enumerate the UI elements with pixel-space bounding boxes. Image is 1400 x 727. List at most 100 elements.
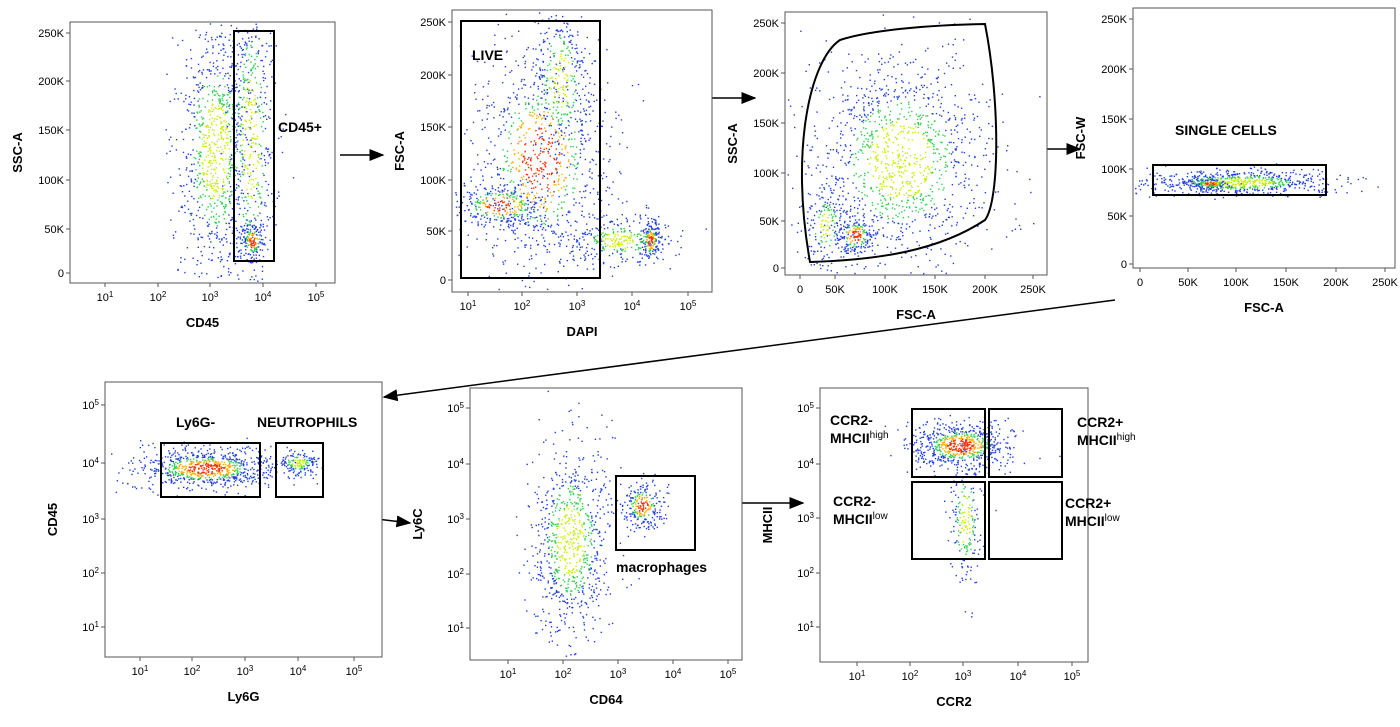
event [879,87,881,90]
event [269,108,271,111]
event [244,232,246,234]
event [198,172,200,175]
event [530,167,532,170]
event [257,156,260,158]
event [568,36,570,38]
event [814,203,817,205]
event [555,88,557,91]
event [570,233,572,236]
event [224,147,226,149]
event [524,157,526,159]
x-tick-label: 103 [202,290,219,305]
event [568,284,570,287]
event [645,250,647,252]
event [224,85,226,88]
event [909,164,911,167]
event [669,268,671,270]
event [516,214,518,216]
event [510,70,513,72]
event [259,110,261,113]
event [524,60,527,63]
event [204,145,207,148]
event [227,172,229,175]
event [928,216,930,218]
event [184,211,186,214]
event [643,249,645,251]
event [922,197,924,200]
event [938,188,940,190]
event [839,144,842,147]
event [242,48,244,51]
event [269,32,272,35]
event [923,97,925,99]
event [229,159,232,161]
event [549,56,551,58]
event [537,157,539,160]
event [564,189,567,191]
event [577,34,579,36]
event [250,246,252,248]
event [215,218,217,220]
event [485,239,487,241]
event [841,237,843,239]
event [251,250,254,252]
event [859,149,861,151]
event [249,145,251,147]
event [229,170,232,172]
event [545,162,547,164]
event [248,53,251,56]
event [219,200,222,203]
event [843,228,845,231]
event [220,132,222,135]
event [822,225,825,228]
event [897,160,900,162]
event [229,173,231,175]
event [903,125,905,127]
event [603,247,605,250]
event [976,115,979,118]
event [192,139,194,141]
event [257,234,259,236]
event [650,225,652,228]
event [494,218,496,221]
event [520,184,523,186]
event [231,65,233,67]
event [262,121,264,123]
event [648,228,650,231]
event [197,209,199,212]
event [586,36,588,39]
event [581,196,583,199]
event [539,206,541,208]
event [211,162,213,164]
event [560,37,562,39]
event [913,198,916,201]
event [864,172,866,175]
event [619,253,622,255]
event [597,191,599,193]
event [243,106,246,108]
event [882,205,884,207]
event [225,176,227,178]
event [884,141,887,143]
event [834,206,836,208]
event [510,168,512,171]
event [254,217,256,219]
event [208,109,210,111]
event [235,137,237,139]
event [539,215,542,217]
event [934,135,937,137]
event [892,181,895,184]
event [558,179,560,181]
event [1006,169,1009,171]
event [850,86,852,88]
event [568,121,570,123]
event [931,172,933,174]
event [941,224,943,226]
event [208,223,210,225]
event [491,176,493,178]
event [565,54,567,56]
event [647,235,650,238]
event [229,107,231,110]
event [175,149,178,151]
event [902,155,904,157]
